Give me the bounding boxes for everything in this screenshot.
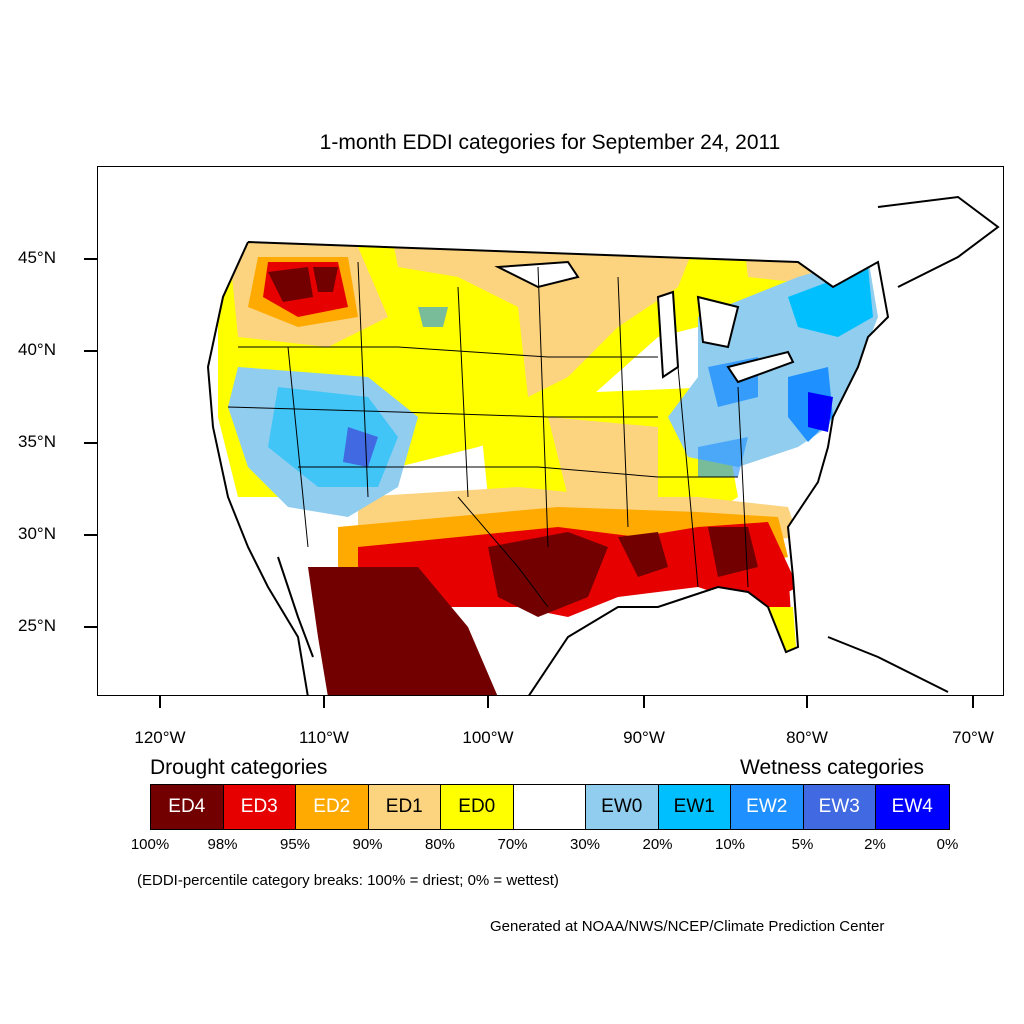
- legend-category-ew4: EW4: [876, 785, 949, 829]
- lon-label: 100°W: [462, 728, 514, 747]
- legend-note: (EDDI-percentile category breaks: 100% =…: [137, 872, 559, 889]
- lon-label: 70°W: [952, 728, 994, 747]
- lon-tick: [323, 696, 325, 708]
- lat-tick: [84, 626, 97, 628]
- lat-label: 30°N: [18, 524, 56, 543]
- map-panel: [97, 166, 1004, 696]
- legend-category-ed1: ED1: [368, 785, 441, 829]
- percent-break-label: 30%: [569, 836, 601, 853]
- drought-heading: Drought categories: [150, 756, 328, 779]
- lon-label: 110°W: [299, 728, 349, 747]
- lat-tick: [84, 534, 97, 536]
- legend-category-ew1: EW1: [658, 785, 731, 829]
- lon-tick: [159, 696, 161, 708]
- percent-break-label: 0%: [936, 836, 959, 853]
- percent-break-label: 2%: [864, 836, 886, 853]
- category-legend: ED4 ED3 ED2 ED1 ED0 EW0 EW1 EW2 EW3 EW4: [150, 784, 950, 830]
- legend-category-ed4: ED4: [151, 785, 224, 829]
- lon-tick: [643, 696, 645, 708]
- percent-break-label: 80%: [424, 836, 456, 853]
- percent-break-label: 100%: [130, 836, 170, 853]
- baja-coastline: [277, 556, 314, 658]
- legend-category-ed2: ED2: [296, 785, 369, 829]
- map-title: 1-month EDDI categories for September 24…: [319, 131, 781, 154]
- wetness-heading: Wetness categories: [740, 756, 925, 779]
- lat-label: 45°N: [18, 248, 56, 267]
- eddi-map: [206, 195, 1000, 695]
- lon-label: 120°W: [134, 728, 186, 747]
- lon-tick: [806, 696, 808, 708]
- legend-category-ed3: ED3: [223, 785, 296, 829]
- lat-label: 40°N: [18, 340, 56, 359]
- lat-label: 35°N: [18, 432, 56, 451]
- percent-break-label: 10%: [714, 836, 746, 853]
- percent-break-label: 5%: [791, 836, 814, 853]
- percent-break-label: 90%: [352, 836, 383, 853]
- caribbean-coastline: [827, 636, 949, 693]
- lake-huron: [696, 295, 740, 349]
- credit-line: Generated at NOAA/NWS/NCEP/Climate Predi…: [490, 918, 885, 935]
- lat-tick: [84, 442, 97, 444]
- legend-category-ew2: EW2: [731, 785, 804, 829]
- percent-break-label: 98%: [207, 836, 238, 853]
- lon-tick: [972, 696, 974, 708]
- lon-tick: [487, 696, 489, 708]
- lat-label: 25°N: [18, 616, 56, 635]
- legend-category-ew3: EW3: [803, 785, 876, 829]
- legend-category-ed0: ED0: [441, 785, 514, 829]
- lake-erie: [726, 350, 795, 384]
- lon-label: 90°W: [623, 728, 665, 747]
- eddi-field: [208, 242, 888, 695]
- canada-coastline: [877, 195, 1000, 288]
- us-coastline: [206, 241, 890, 695]
- lat-tick: [84, 350, 97, 352]
- percent-break-label: 20%: [642, 836, 673, 853]
- legend-category-ew0: EW0: [586, 785, 659, 829]
- lon-label: 80°W: [786, 728, 828, 747]
- percent-break-label: 95%: [279, 836, 311, 853]
- state-boundaries: [227, 261, 749, 608]
- legend-category-neutral: [513, 785, 586, 829]
- percent-break-label: 70%: [497, 836, 528, 853]
- lat-tick: [84, 258, 97, 260]
